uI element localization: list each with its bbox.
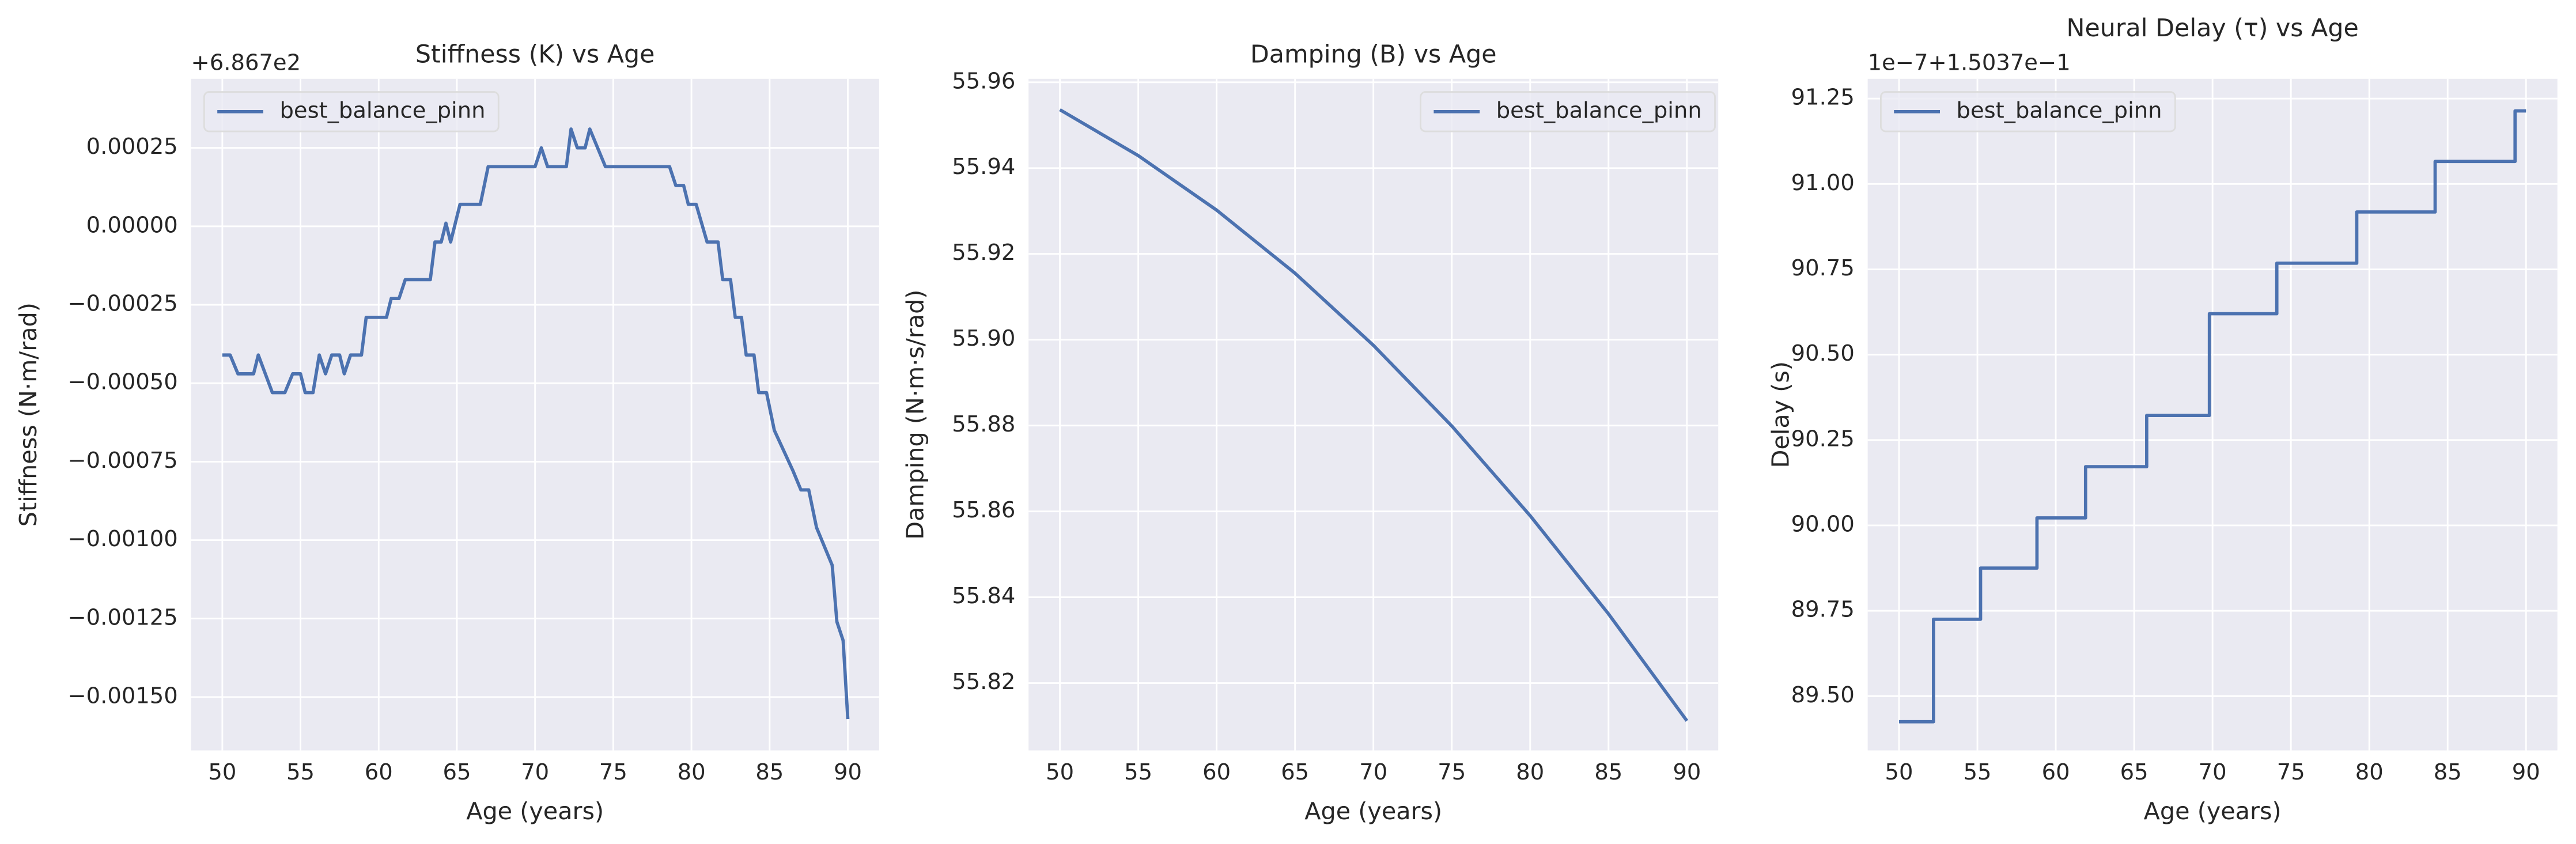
y-tick-label: 55.88 — [952, 411, 1015, 437]
x-tick-label: 80 — [1516, 759, 1544, 785]
x-axis-label: Age (years) — [2144, 797, 2282, 825]
x-tick-label: 50 — [208, 759, 236, 785]
x-tick-label: 70 — [2199, 759, 2227, 785]
x-axis-label: Age (years) — [1304, 797, 1442, 825]
y-tick-label: 0.00000 — [86, 212, 178, 238]
chart-title: Neural Delay (τ) vs Age — [2066, 14, 2358, 43]
legend-box — [1420, 91, 1716, 133]
x-tick-label: 60 — [1202, 759, 1231, 785]
y-tick-label: −0.00150 — [67, 683, 177, 709]
x-tick-label: 85 — [2434, 759, 2462, 785]
y-tick-label: 89.75 — [1791, 597, 1855, 623]
y-tick-label: 0.00025 — [86, 134, 178, 160]
y-tick-label: 91.00 — [1791, 170, 1855, 196]
y-tick-label: 91.25 — [1791, 85, 1855, 111]
data-line — [1899, 109, 2526, 724]
x-axis-label: Age (years) — [466, 797, 604, 825]
legend-label: best_balance_pinn — [1496, 97, 1702, 123]
x-tick-label: 85 — [1594, 759, 1622, 785]
data-line — [1059, 108, 1689, 722]
x-tick-label: 75 — [2277, 759, 2305, 785]
x-tick-label: 90 — [2512, 759, 2540, 785]
x-tick-label: 50 — [1046, 759, 1074, 785]
legend-box — [1879, 91, 2176, 133]
x-tick-label: 90 — [834, 759, 862, 785]
legend-label: best_balance_pinn — [1957, 97, 2162, 123]
x-tick-label: 65 — [1281, 759, 1309, 785]
x-tick-label: 55 — [1964, 759, 1992, 785]
y-tick-label: 90.00 — [1791, 511, 1855, 537]
x-tick-label: 70 — [1359, 759, 1387, 785]
y-tick-label: 55.90 — [952, 326, 1015, 351]
y-tick-label: 89.50 — [1791, 682, 1855, 708]
y-tick-label: 90.25 — [1791, 426, 1855, 452]
y-tick-label: 55.84 — [952, 583, 1015, 609]
x-tick-label: 60 — [2042, 759, 2070, 785]
chart-title: Stiffness (K) vs Age — [415, 40, 655, 69]
data-line — [222, 127, 850, 720]
x-tick-label: 80 — [678, 759, 706, 785]
x-tick-label: 55 — [1124, 759, 1152, 785]
x-tick-label: 65 — [2120, 759, 2148, 785]
y-axis-label: Stiffness (N·m/rad) — [14, 302, 42, 527]
y-tick-label: 90.75 — [1791, 255, 1855, 281]
legend: best_balance_pinn — [1879, 91, 2176, 133]
y-tick-label: −0.00050 — [67, 369, 177, 395]
x-tick-label: 85 — [755, 759, 784, 785]
x-tick-label: 55 — [286, 759, 315, 785]
y-tick-label: −0.00075 — [67, 448, 177, 474]
legend-label: best_balance_pinn — [279, 97, 485, 123]
x-tick-label: 75 — [1438, 759, 1466, 785]
y-tick-label: 55.96 — [952, 68, 1015, 94]
y-tick-label: 55.94 — [952, 154, 1015, 180]
x-tick-label: 70 — [521, 759, 549, 785]
y-tick-label: −0.00025 — [67, 291, 177, 317]
axis-offset: +6.867e2 — [191, 50, 301, 76]
legend-box — [203, 91, 500, 133]
axis-offset: 1e−7+1.5037e−1 — [1868, 50, 2071, 76]
y-tick-label: 55.82 — [952, 669, 1015, 695]
x-tick-label: 50 — [1885, 759, 1913, 785]
legend: best_balance_pinn — [1420, 91, 1716, 133]
x-tick-label: 65 — [443, 759, 471, 785]
legend: best_balance_pinn — [203, 91, 500, 133]
y-tick-label: −0.00100 — [67, 526, 177, 552]
y-tick-label: 55.92 — [952, 240, 1015, 266]
y-tick-label: −0.00125 — [67, 604, 177, 630]
x-tick-label: 75 — [599, 759, 627, 785]
y-axis-label: Damping (N·m·s/rad) — [901, 290, 929, 540]
chart-title: Damping (B) vs Age — [1250, 40, 1497, 69]
y-tick-label: 90.50 — [1791, 340, 1855, 366]
x-tick-label: 90 — [1673, 759, 1701, 785]
y-tick-label: 55.86 — [952, 497, 1015, 523]
y-axis-label: Delay (s) — [1766, 361, 1794, 468]
x-tick-label: 80 — [2355, 759, 2384, 785]
x-tick-label: 60 — [365, 759, 393, 785]
